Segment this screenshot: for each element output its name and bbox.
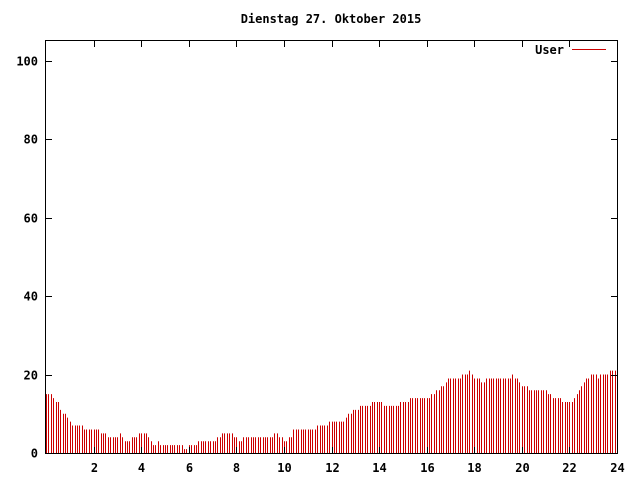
x-tick-label: 24 <box>610 461 624 475</box>
x-tick-label: 8 <box>233 461 240 475</box>
x-tick-label: 18 <box>467 461 481 475</box>
x-tick-label: 14 <box>372 461 386 475</box>
legend-label: User <box>535 43 564 57</box>
y-tick-label: 100 <box>16 55 38 69</box>
chart-title: Dienstag 27. Oktober 2015 <box>241 12 422 26</box>
legend: User <box>535 43 606 57</box>
y-tick-label: 20 <box>24 369 38 383</box>
plot-frame <box>45 40 618 454</box>
y-tick-label: 80 <box>24 133 38 147</box>
y-tick-label: 60 <box>24 212 38 226</box>
x-tick-label: 20 <box>515 461 529 475</box>
x-tick-label: 10 <box>277 461 291 475</box>
x-tick-label: 6 <box>186 461 193 475</box>
y-tick-label: 0 <box>31 447 38 461</box>
x-tick-label: 2 <box>91 461 98 475</box>
x-tick-label: 12 <box>325 461 339 475</box>
x-tick-label: 16 <box>420 461 434 475</box>
x-tick-label: 22 <box>562 461 576 475</box>
y-tick-label: 40 <box>24 290 38 304</box>
x-tick-label: 4 <box>138 461 145 475</box>
bars-group <box>46 370 616 453</box>
